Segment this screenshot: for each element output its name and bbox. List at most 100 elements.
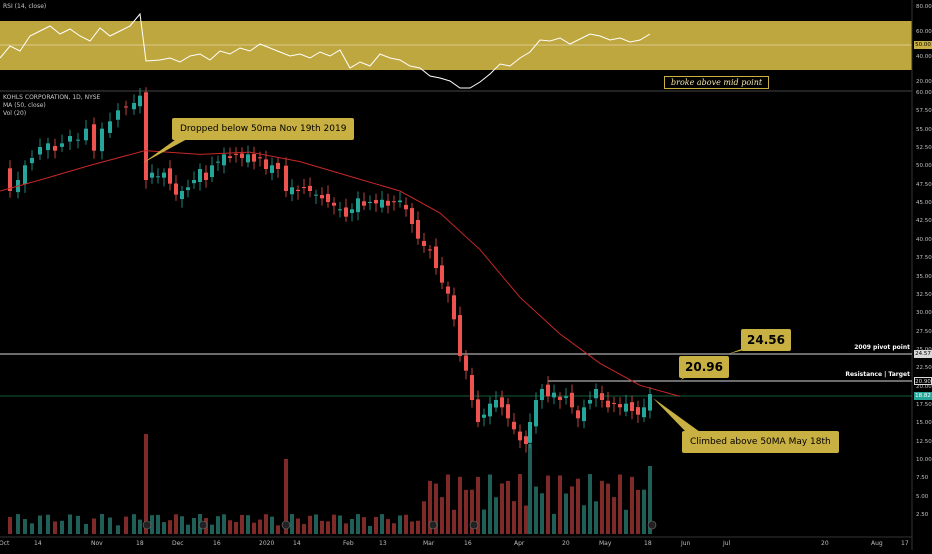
candle-body (512, 421, 516, 430)
volume-bar (246, 515, 250, 534)
volume-bar (446, 474, 450, 534)
volume-bar (410, 521, 414, 534)
price-axis-tick: 47.50 (916, 181, 932, 188)
price-axis-tick: 25.00 (916, 347, 932, 353)
volume-bar (53, 521, 57, 534)
target-b-callout[interactable]: 20.96 (679, 356, 729, 378)
candle-body (624, 403, 628, 412)
volume-bar (162, 522, 166, 534)
candle-body (374, 199, 378, 204)
volume-bar (150, 515, 154, 534)
rsi-label[interactable]: RSI (14, close) (3, 3, 47, 10)
volume-bar (600, 480, 604, 534)
price-axis-tick: 30.00 (916, 310, 932, 317)
candle-body (494, 400, 498, 408)
target-a-callout[interactable]: 24.56 (741, 329, 791, 351)
x-axis-tick: Aug (871, 540, 883, 547)
volume-bar (108, 517, 112, 534)
volume-bar (558, 475, 562, 534)
candle-body (362, 201, 366, 206)
volume-bar (76, 515, 80, 534)
x-axis-tick: Oct (0, 540, 10, 547)
volume-bar (470, 489, 474, 534)
price-axis-tick: 22.50 (916, 365, 932, 372)
price-axis-tick: 60.00 (916, 90, 932, 96)
candle-body (446, 286, 450, 294)
volume-bar (552, 513, 556, 534)
x-axis-tick: Nov (91, 540, 103, 547)
pivot-tag: 24.57 (914, 350, 932, 358)
volume-bar (422, 501, 426, 534)
volume-bar (192, 517, 196, 534)
candle-body (198, 169, 202, 183)
earnings-icon[interactable] (647, 520, 657, 530)
candle-body (138, 95, 142, 107)
candle-body (204, 172, 208, 180)
price-axis-tick: 5.00 (916, 493, 929, 500)
candle-body (428, 249, 432, 251)
candle-body (600, 393, 604, 400)
price-axis-tick: 27.50 (916, 328, 932, 335)
climbed-callout[interactable]: Climbed above 50MA May 18th (682, 431, 839, 453)
volume-bar (100, 514, 104, 534)
volume-bar (234, 522, 238, 534)
x-axis-tick: 20 (562, 540, 570, 547)
volume-bar (482, 509, 486, 534)
candle-body (252, 154, 256, 162)
candle-body (528, 422, 532, 443)
candle-body (116, 110, 120, 120)
candle-body (296, 189, 300, 191)
volume-bar (528, 444, 532, 534)
candle-body (124, 106, 128, 108)
ma50-line (0, 150, 681, 397)
dropped-callout[interactable]: Dropped below 50ma Nov 19th 2019 (172, 118, 355, 140)
volume-bar (332, 514, 336, 534)
volume-bar (524, 505, 528, 534)
candle-body (144, 92, 148, 180)
volume-bar (228, 520, 232, 534)
volume-bar (144, 434, 148, 534)
volume-bar (488, 474, 492, 534)
volume-bar (518, 474, 522, 534)
volume-bar (606, 483, 610, 534)
candle-body (368, 202, 372, 203)
vol-label[interactable]: Vol (20) (3, 110, 27, 117)
candle-body (618, 404, 622, 408)
candle-body (174, 183, 178, 195)
volume-bar (540, 493, 544, 534)
candle-body (60, 143, 64, 147)
candle-body (612, 402, 616, 404)
volume-bar (356, 514, 360, 534)
candle-body (162, 172, 166, 178)
earnings-icon[interactable] (281, 520, 291, 530)
candle-body (240, 153, 244, 158)
candle-body (246, 154, 250, 163)
earnings-icon[interactable] (428, 520, 438, 530)
x-axis-tick: 16 (464, 540, 472, 547)
price-axis-tick: 45.00 (916, 200, 932, 207)
x-axis-tick: 20 (821, 540, 829, 547)
candle-body (38, 147, 42, 155)
candle-body (630, 402, 634, 411)
candle-body (380, 199, 384, 208)
rsi-current-tag: 50.00 (914, 41, 932, 49)
volume-bar (30, 523, 34, 534)
candle-body (410, 208, 414, 224)
candle-body (636, 407, 640, 415)
earnings-icon[interactable] (142, 520, 152, 530)
volume-bar (258, 519, 262, 534)
candle-body (234, 153, 238, 155)
x-axis-tick: May (599, 540, 612, 547)
candle-body (216, 161, 220, 163)
ma-label[interactable]: MA (50, close) (3, 102, 46, 109)
volume-bar (270, 516, 274, 534)
symbol-label[interactable]: KOHLS CORPORATION, 1D, NYSE (3, 94, 101, 101)
volume-bar (576, 478, 580, 534)
volume-bar (296, 518, 300, 534)
earnings-icon[interactable] (198, 520, 208, 530)
price-axis-tick: 52.50 (916, 145, 932, 152)
volume-bar (16, 514, 20, 534)
earnings-icon[interactable] (469, 520, 479, 530)
